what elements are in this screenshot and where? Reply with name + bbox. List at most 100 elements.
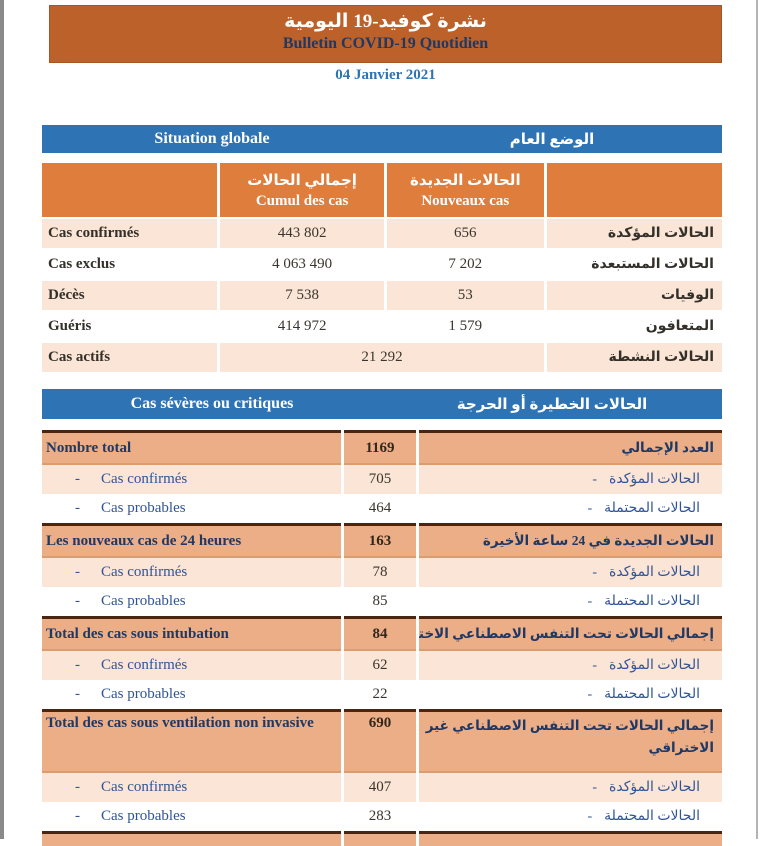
row-label-arabic: إجمالي الحالات تحت التنفس الاصطناعي الاخ…: [417, 618, 722, 651]
row-label-french: Total des cas sous intubation: [42, 618, 343, 651]
row-label-arabic: -الحالات المحتملة: [417, 587, 722, 618]
bulletin-title-arabic: نشرة كوفيد-19 اليومية: [50, 6, 721, 33]
dash-bullet: -: [75, 500, 80, 517]
sub-label-text: الحالات المؤكدة: [609, 780, 700, 795]
table-row-probables: - Cas probables 283 -الحالات المحتملة: [42, 802, 722, 833]
sub-label-text: Cas probables: [101, 593, 186, 609]
row-label-arabic: -الحالات المحتملة: [417, 680, 722, 711]
row-value: 464: [343, 494, 418, 525]
row-label-arabic: -الحالات المحتملة: [417, 802, 722, 833]
dash-bullet: -: [75, 564, 80, 581]
row-label-arabic: الحالات المستبعدة: [545, 249, 722, 280]
sub-label-text: Cas probables: [101, 686, 186, 702]
dash-bullet: -: [75, 471, 80, 488]
row-label-french: - Cas probables: [42, 587, 343, 618]
row-value: 407: [343, 772, 418, 802]
row-label-french: - Cas confirmés: [42, 464, 343, 494]
table-row-nouveaux-24h: Les nouveaux cas de 24 heures 163 الحالا…: [42, 525, 722, 558]
row-label-french: - Cas probables: [42, 680, 343, 711]
cumul-value: 443 802: [219, 218, 386, 249]
table-row-confirmes: -Cas confirmés 705 -الحالات المؤكدة: [42, 464, 722, 494]
table-row-confirmes: - Cas confirmés 407 -الحالات المؤكدة: [42, 772, 722, 802]
row-value: 283: [343, 802, 418, 833]
header-cumul-arabic: إجمالي الحالات: [220, 171, 384, 190]
section-bar-situation-globale: Situation globale الوضع العام: [42, 125, 722, 153]
row-label-arabic: -الحالات المؤكدة: [417, 464, 722, 494]
sub-label-text: Cas confirmés: [101, 564, 187, 580]
row-label-arabic: المتعافون: [545, 311, 722, 342]
table-row-ventilation-non-invasive: Total des cas sous ventilation non invas…: [42, 711, 722, 773]
table-row-intubation: Total des cas sous intubation 84 إجمالي …: [42, 618, 722, 651]
row-label-french: Cas actifs: [42, 342, 219, 372]
row-label-arabic: الحالات المؤكدة: [545, 218, 722, 249]
section2-title-french: Cas sévères ou critiques: [42, 395, 382, 413]
cumul-value: 414 972: [219, 311, 386, 342]
sub-label-text: الحالات المحتملة: [604, 501, 700, 516]
header-empty-right: [545, 163, 722, 218]
row-label-arabic: الحالات النشطة: [545, 342, 722, 372]
row-label-arabic: إجمالي الحالات تحت التنفس الاصطناعي غير …: [417, 711, 722, 773]
table-row-probables: -Cas probables 22 -الحالات المحتملة: [42, 680, 722, 711]
header-cumul-french: Cumul des cas: [220, 193, 384, 210]
dash-bullet: -: [587, 594, 592, 610]
table-row-confirmes: -Cas confirmés 78 -الحالات المؤكدة: [42, 557, 722, 587]
row-label-french: Cas exclus: [42, 249, 219, 280]
sub-label-text: الحالات المحتملة: [604, 594, 700, 609]
table-header-row: إجمالي الحالات Cumul des cas الحالات الج…: [42, 163, 722, 218]
sub-label-text: الحالات المحتملة: [604, 809, 700, 824]
row-value: 62: [343, 650, 418, 680]
table-row-cas-actifs: Cas actifs 21 292 الحالات النشطة: [42, 342, 722, 372]
nouveaux-value: 7 202: [385, 249, 545, 280]
header-new-cases: الحالات الجديدة Nouveaux cas: [385, 163, 545, 218]
sub-label-text: Cas confirmés: [101, 779, 187, 795]
row-label-french: - Cas probables: [42, 494, 343, 525]
document-content: نشرة كوفيد-19 اليومية Bulletin COVID-19 …: [42, 0, 722, 846]
actifs-total-value: 21 292: [219, 342, 545, 372]
row-value: 85: [343, 587, 418, 618]
dash-bullet: -: [587, 501, 592, 517]
table-row-probables: -Cas probables 85 -الحالات المحتملة: [42, 587, 722, 618]
row-value: 84: [343, 618, 418, 651]
dash-bullet: -: [592, 780, 597, 796]
header-nouveaux-french: Nouveaux cas: [387, 193, 544, 210]
row-label-french: Cas confirmés: [42, 218, 219, 249]
sub-label-text: Cas probables: [101, 808, 186, 824]
sub-label-text: Cas confirmés: [101, 657, 187, 673]
dash-bullet: -: [592, 472, 597, 488]
sub-label-text: Cas confirmés: [101, 471, 187, 487]
situation-globale-table: إجمالي الحالات Cumul des cas الحالات الج…: [42, 163, 722, 372]
row-label-arabic: -الحالات المؤكدة: [417, 650, 722, 680]
cumul-value: 7 538: [219, 280, 386, 311]
row-label-french: - Cas probables: [42, 802, 343, 833]
row-value: 22: [343, 680, 418, 711]
row-label-french: Total des cas sous ventilation non invas…: [42, 711, 343, 773]
sub-label-text: Cas probables: [101, 500, 186, 516]
row-label-french: Nombre total: [42, 432, 343, 465]
section2-title-arabic: الحالات الخطيرة أو الحرجة: [382, 395, 722, 414]
bulletin-date: 04 Janvier 2021: [49, 67, 722, 84]
dash-bullet: -: [75, 686, 80, 703]
nouveaux-value: 53: [385, 280, 545, 311]
row-value: 163: [343, 525, 418, 558]
dash-bullet: -: [592, 658, 597, 674]
sub-label-text: الحالات المؤكدة: [609, 565, 700, 580]
sub-label-text: الحالات المحتملة: [604, 687, 700, 702]
cas-severes-table: Nombre total 1169 العدد الإجمالي -Cas co…: [42, 430, 722, 846]
dash-bullet: -: [75, 657, 80, 674]
bulletin-title-french: Bulletin COVID-19 Quotidien: [50, 35, 721, 53]
header-nouveaux-arabic: الحالات الجديدة: [387, 171, 544, 190]
dash-bullet: -: [587, 687, 592, 703]
table-row-probables: -Cas probables 464 -الحالات المحتملة: [42, 494, 722, 525]
header-empty-left: [42, 163, 219, 218]
dash-bullet: -: [592, 565, 597, 581]
row-label-arabic: -الحالات المؤكدة: [417, 557, 722, 587]
dash-bullet: -: [75, 593, 80, 610]
row-label-arabic: العدد الإجمالي: [417, 432, 722, 465]
row-label-arabic: الوفيات: [545, 280, 722, 311]
row-label-arabic: -الحالات المؤكدة: [417, 772, 722, 802]
page-right-edge: [756, 0, 758, 839]
row-label-arabic: -الحالات المحتملة: [417, 494, 722, 525]
title-banner: نشرة كوفيد-19 اليومية Bulletin COVID-19 …: [49, 5, 722, 63]
dash-bullet: -: [75, 808, 80, 825]
